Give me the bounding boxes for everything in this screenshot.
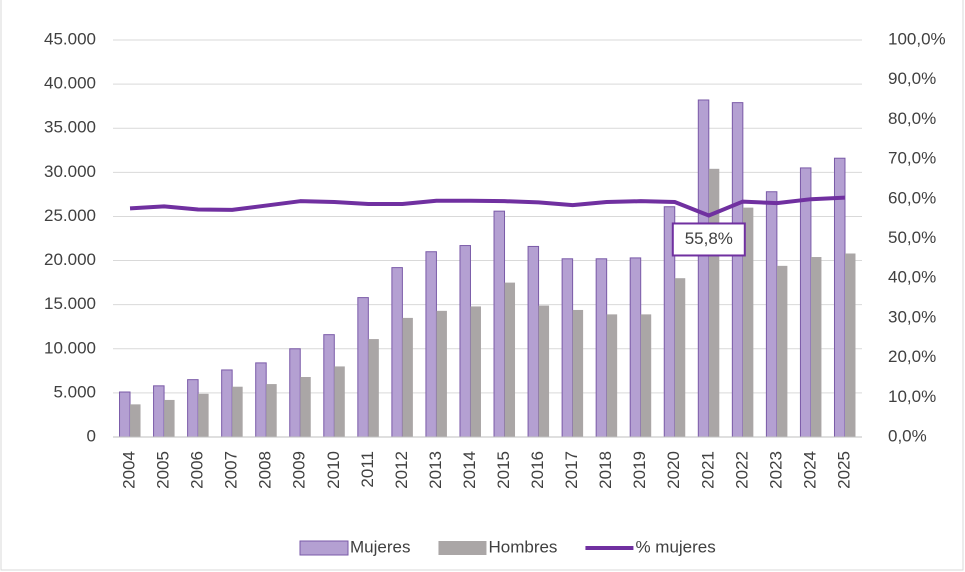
x-tick-label: 2007 (222, 451, 241, 489)
y2-tick-label: 10,0% (888, 387, 936, 406)
bar (187, 379, 199, 438)
bar (164, 399, 175, 437)
x-tick-label: 2010 (324, 451, 343, 489)
x-tick-label: 2025 (834, 451, 853, 489)
bar (765, 191, 778, 438)
y2-tick-label: 0,0% (888, 426, 927, 445)
bar (334, 366, 345, 437)
bar (708, 168, 720, 437)
bar (402, 317, 413, 437)
bar (776, 265, 788, 437)
y-tick-label: 5.000 (53, 382, 96, 401)
bar (368, 339, 379, 437)
x-tick-label: 2024 (800, 451, 819, 489)
bar (595, 258, 608, 438)
bar (810, 257, 822, 437)
bar (232, 386, 243, 437)
y2-tick-label: 60,0% (888, 188, 936, 207)
bar (436, 310, 447, 437)
bar (300, 377, 311, 437)
bar (731, 102, 744, 438)
x-tick-label: 2006 (188, 451, 207, 489)
x-tick-label: 2004 (120, 451, 139, 489)
y-tick-label: 10.000 (44, 338, 96, 357)
bar (198, 393, 209, 437)
bar (504, 282, 516, 437)
legend-swatch (438, 541, 487, 555)
x-tick-label: 2022 (732, 451, 751, 489)
x-tick-label: 2020 (664, 451, 683, 489)
bar (606, 314, 618, 437)
bar (130, 404, 141, 437)
y-tick-label: 20.000 (44, 250, 96, 269)
bar (799, 167, 812, 438)
bar (221, 369, 233, 438)
y2-tick-label: 20,0% (888, 347, 936, 366)
y-tick-label: 25.000 (44, 206, 96, 225)
legend-label: Mujeres (350, 537, 410, 556)
legend-swatch (299, 540, 349, 556)
bar (833, 157, 846, 438)
x-tick-label: 2009 (290, 451, 309, 489)
y2-tick-label: 70,0% (888, 149, 936, 168)
bar (538, 305, 550, 437)
bar (527, 245, 540, 438)
bar (357, 297, 369, 438)
bar (572, 309, 584, 437)
legend-label: % mujeres (635, 537, 715, 556)
bar (119, 391, 131, 438)
line (129, 195, 846, 218)
bar (470, 306, 481, 437)
x-tick-label: 2016 (528, 451, 547, 489)
bar (459, 245, 471, 438)
y-tick-label: 15.000 (44, 294, 96, 313)
bar (391, 267, 403, 438)
x-tick-label: 2005 (154, 451, 173, 489)
y2-tick-label: 90,0% (888, 69, 936, 88)
bar (844, 253, 856, 437)
y2-tick-label: 30,0% (888, 307, 936, 326)
y-tick-label: 0 (87, 426, 96, 445)
bar (629, 257, 642, 438)
bar (323, 334, 335, 438)
x-tick-label: 2012 (392, 451, 411, 489)
x-tick-label: 2008 (256, 451, 275, 489)
y2-tick-label: 50,0% (888, 228, 936, 247)
bar (255, 362, 267, 438)
y2-tick-label: 100,0% (888, 29, 946, 48)
bar (561, 258, 574, 438)
bar (742, 207, 754, 437)
data-label-box (671, 222, 746, 257)
x-tick-label: 2013 (426, 451, 445, 489)
data-label: 55,8% (685, 229, 733, 248)
bar (697, 99, 710, 438)
y2-tick-label: 40,0% (888, 268, 936, 287)
bar (674, 278, 686, 437)
x-tick-label: 2023 (766, 451, 785, 489)
legend-label: Hombres (488, 537, 557, 556)
x-tick-label: 2011 (358, 451, 377, 488)
y-tick-label: 35.000 (44, 118, 96, 137)
x-tick-label: 2015 (494, 451, 513, 489)
y-tick-label: 40.000 (44, 74, 96, 93)
bar (493, 210, 506, 438)
x-tick-label: 2021 (698, 451, 717, 489)
bar (153, 385, 165, 438)
y-tick-label: 30.000 (44, 162, 96, 181)
x-tick-label: 2019 (630, 451, 649, 489)
y2-tick-label: 80,0% (888, 109, 936, 128)
x-tick-label: 2018 (596, 451, 615, 489)
x-tick-label: 2017 (562, 451, 581, 489)
y-tick-label: 45.000 (44, 29, 96, 48)
bar (425, 251, 437, 438)
bar (640, 314, 652, 437)
x-tick-label: 2014 (460, 451, 479, 489)
bar (266, 384, 277, 437)
bar (289, 348, 301, 438)
